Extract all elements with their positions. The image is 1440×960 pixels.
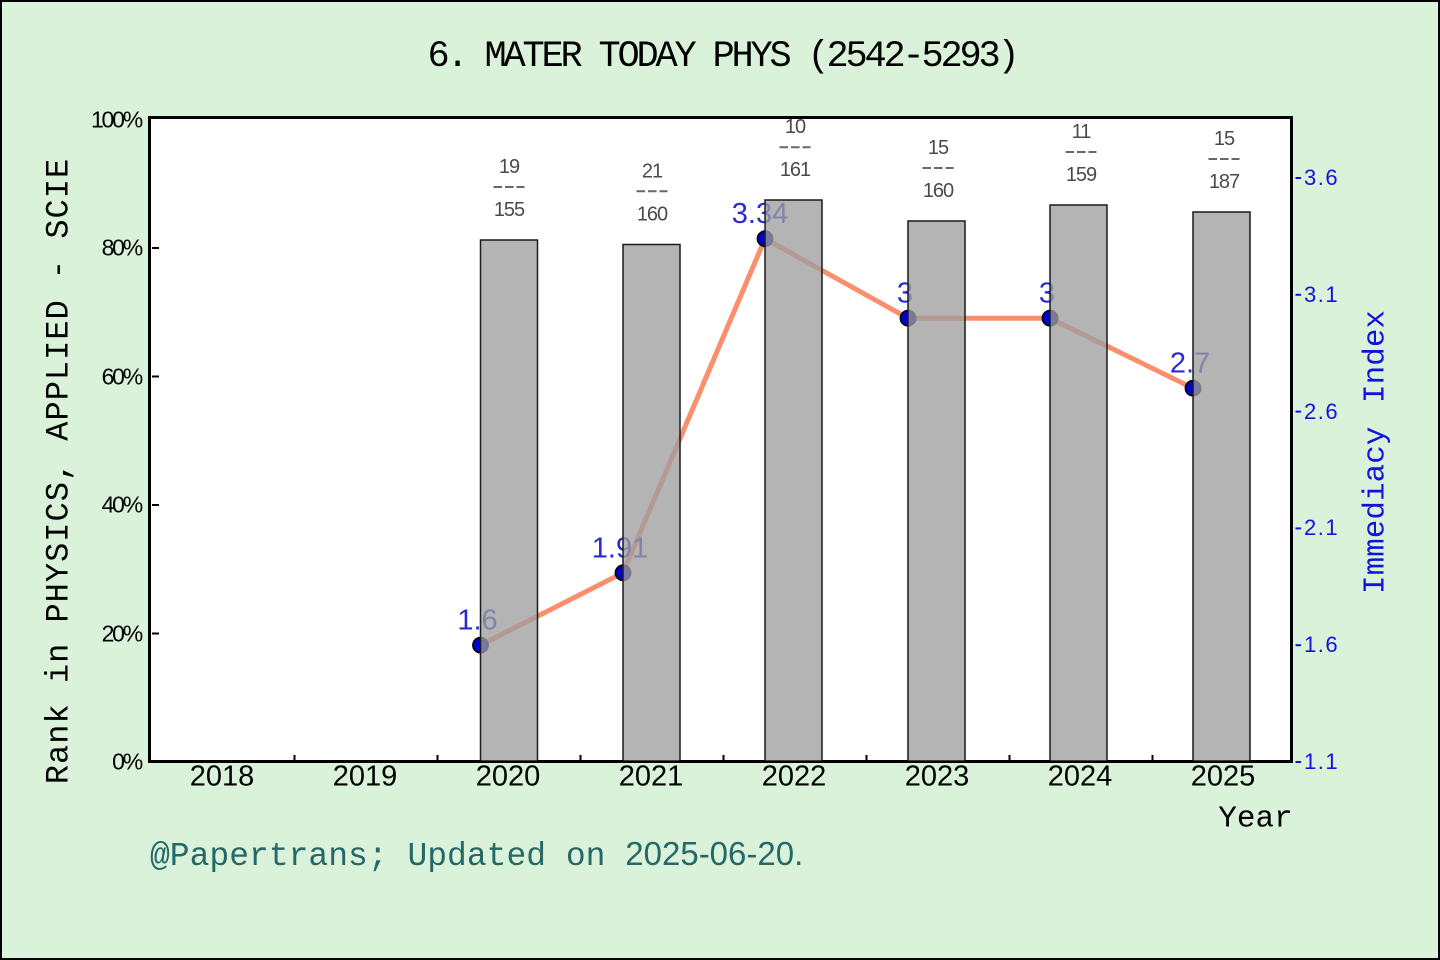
svg-text:10: 10 (785, 116, 806, 138)
svg-text:11: 11 (1072, 121, 1092, 143)
svg-text:160: 160 (923, 180, 954, 202)
svg-text:160: 160 (637, 203, 668, 225)
svg-text:155: 155 (494, 199, 525, 221)
svg-text:19: 19 (499, 156, 520, 178)
svg-text:15: 15 (928, 137, 949, 159)
svg-text:21: 21 (642, 160, 663, 182)
svg-text:161: 161 (780, 159, 811, 181)
svg-text:187: 187 (1209, 171, 1240, 193)
svg-text:15: 15 (1214, 128, 1235, 150)
svg-text:159: 159 (1066, 164, 1097, 186)
